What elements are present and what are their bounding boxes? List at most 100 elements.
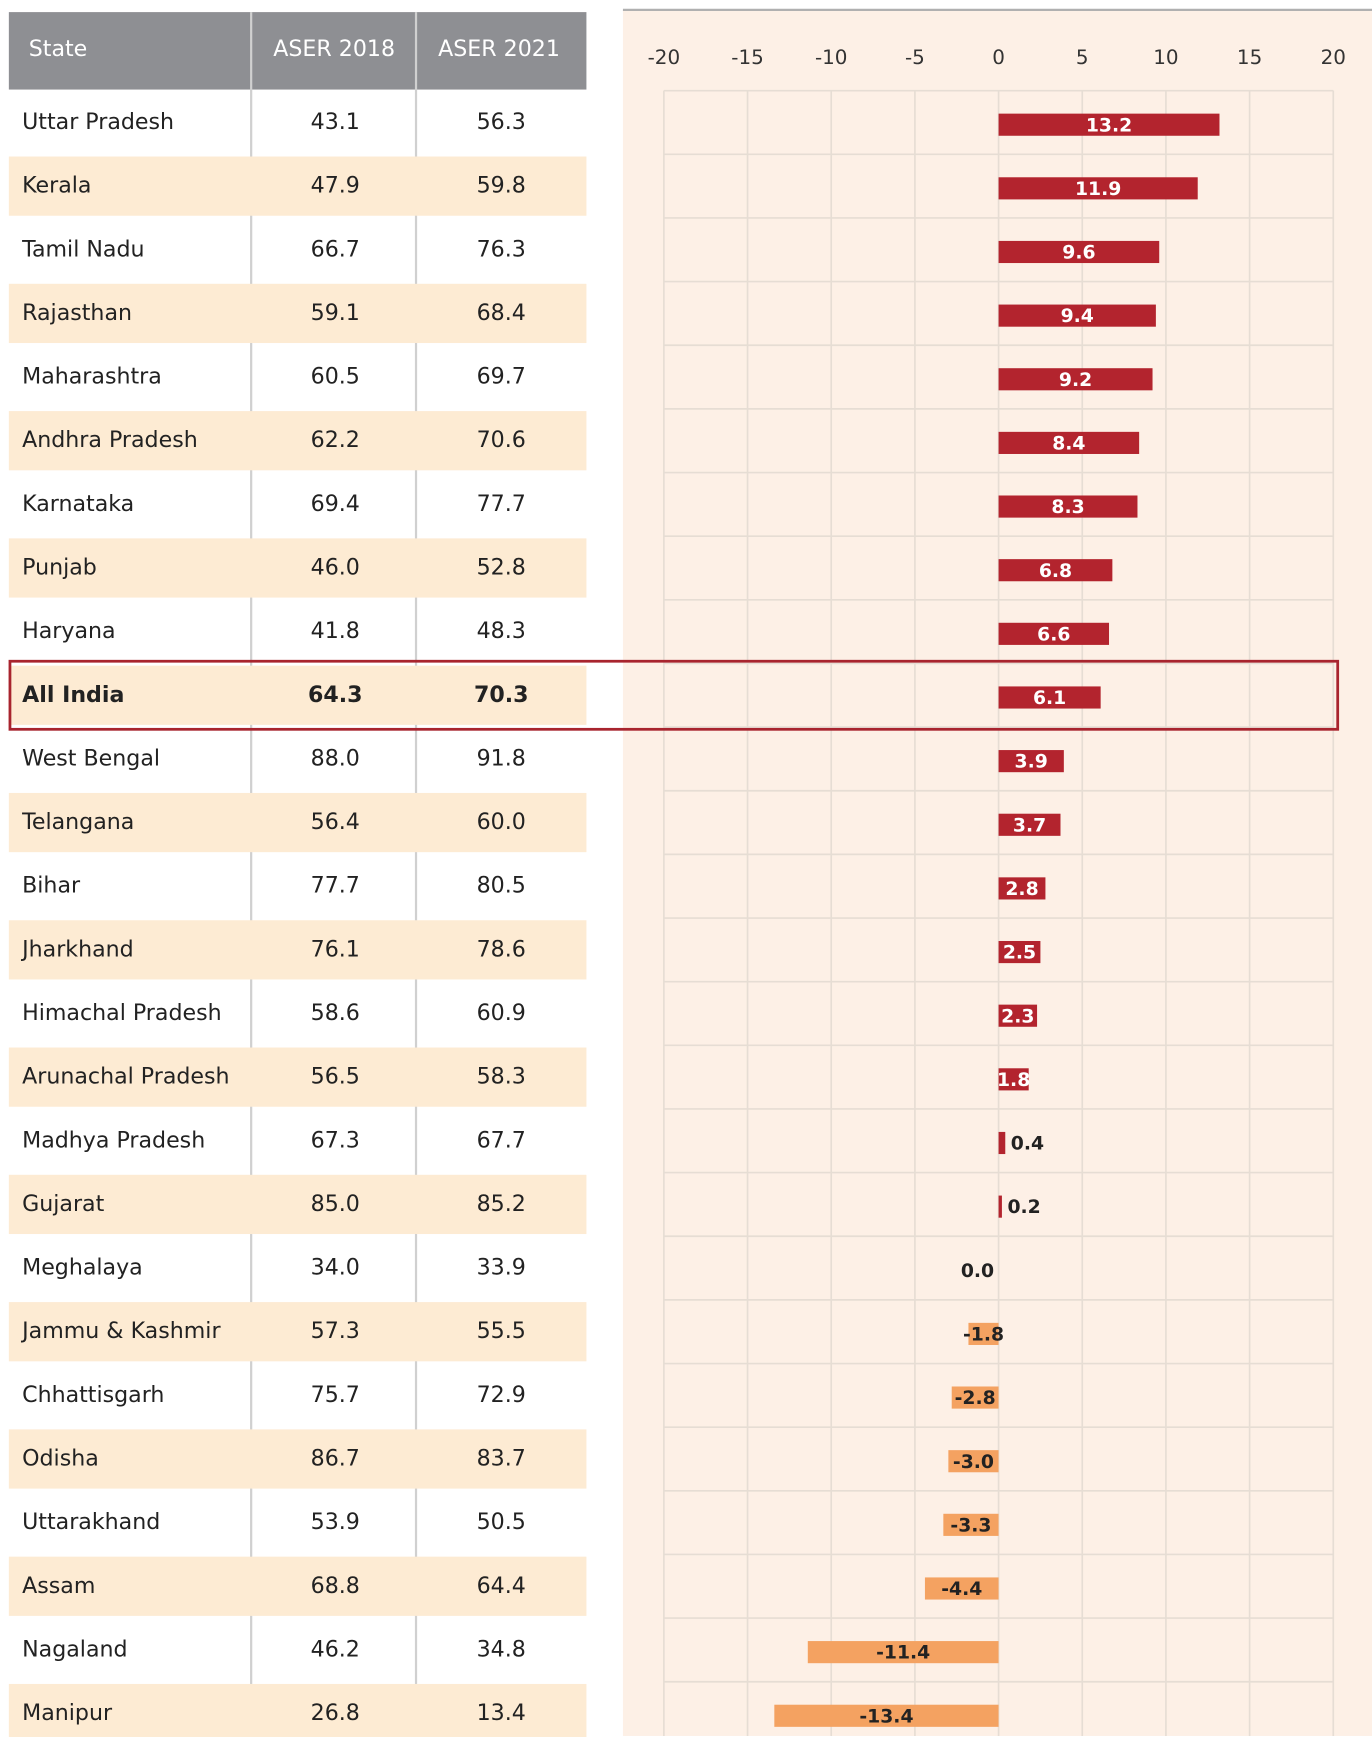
bar — [998, 1004, 1038, 1027]
x-tick-label: 20 — [1321, 46, 1346, 69]
data-label: -1.8 — [963, 1325, 1004, 1346]
row-band — [8, 1047, 587, 1107]
bar — [998, 1195, 1002, 1218]
table-cell: 77.7 — [477, 491, 526, 517]
data-label: 6.8 — [1039, 561, 1072, 582]
table-cell: 76.3 — [477, 236, 526, 262]
table-cell: 58.6 — [311, 1000, 360, 1026]
table-cell: 56.4 — [311, 809, 360, 835]
table-cell: Jharkhand — [20, 936, 134, 962]
table-cell: 60.0 — [477, 809, 526, 835]
table-cell: Punjab — [22, 554, 97, 580]
table-cell: 43.1 — [311, 109, 360, 135]
bars: 13.2 11.9 9.6 9.4 9.2 8.4 8.3 6.8 6.6 6.1 3.9 3.7 2.… — [774, 113, 1220, 1727]
header-cell: ASER 2021 — [438, 36, 560, 62]
table-cell: Assam — [22, 1573, 95, 1599]
row-band — [8, 283, 587, 344]
table-rows — [8, 156, 587, 1737]
x-tick-label: 10 — [1153, 46, 1178, 69]
bar — [807, 1641, 999, 1664]
x-tick-label: 5 — [1076, 46, 1089, 69]
table-cell: 83.7 — [477, 1445, 526, 1471]
table-cell: All India — [22, 682, 124, 708]
bar — [998, 368, 1153, 391]
data-label: 8.3 — [1051, 497, 1084, 518]
table-cell: 60.5 — [311, 364, 360, 390]
table-cell: 48.3 — [477, 618, 526, 644]
table-cell: Nagaland — [22, 1636, 127, 1662]
table-cell: 67.3 — [311, 1127, 360, 1153]
bar — [998, 940, 1041, 964]
row-band — [8, 156, 587, 216]
table-cell: 34.0 — [311, 1255, 360, 1281]
table-cell: 69.7 — [477, 364, 526, 390]
table-cell: 55.5 — [477, 1318, 526, 1344]
x-tick-label: -15 — [731, 46, 764, 69]
table-cell: 77.7 — [311, 873, 360, 899]
bar — [943, 1513, 999, 1536]
row-band — [8, 538, 587, 598]
table-cell: Karnataka — [22, 491, 134, 517]
table-cell: 46.2 — [311, 1636, 360, 1662]
table-cell: 52.8 — [477, 554, 526, 580]
table-cell: 85.0 — [311, 1191, 360, 1217]
table-cell: 58.3 — [477, 1064, 526, 1090]
table-cell: 26.8 — [311, 1700, 360, 1726]
table-cell: 70.6 — [477, 427, 526, 453]
table-cell: Telangana — [21, 809, 134, 835]
data-label: -11.4 — [876, 1643, 930, 1664]
table-cell: 62.2 — [311, 427, 360, 453]
table-cell: Arunachal Pradesh — [22, 1064, 229, 1090]
bar — [998, 813, 1061, 836]
table-cell: 59.8 — [477, 173, 526, 199]
table-cell: 34.8 — [477, 1636, 526, 1662]
table-cell: Odisha — [22, 1445, 99, 1471]
table-cell: 70.3 — [474, 682, 529, 708]
table-cell: Rajasthan — [22, 300, 132, 326]
x-tick-label: -20 — [648, 46, 681, 69]
table-cell: 86.7 — [311, 1445, 360, 1471]
data-label: 0.0 — [961, 1261, 994, 1282]
data-label: 6.1 — [1033, 688, 1066, 709]
table-cell: 66.7 — [311, 236, 360, 262]
data-label: 3.7 — [1013, 815, 1046, 836]
table-cell: 88.0 — [311, 745, 360, 771]
data-label: 8.4 — [1052, 434, 1085, 455]
table-cell: 72.9 — [477, 1382, 526, 1408]
grid — [663, 89, 1335, 1736]
data-label: 13.2 — [1086, 115, 1132, 136]
table-cell: Andhra Pradesh — [22, 427, 198, 453]
data-label: 1.8 — [997, 1070, 1030, 1091]
bar — [998, 304, 1156, 327]
data-label: -3.3 — [950, 1515, 991, 1536]
bar — [774, 1704, 999, 1727]
row-band — [8, 792, 587, 853]
header-cell: ASER 2018 — [273, 36, 395, 62]
data-label: 11.9 — [1075, 179, 1121, 200]
data-label: -3.0 — [953, 1452, 994, 1473]
data-label: 9.2 — [1059, 370, 1092, 391]
x-tick-label: -5 — [905, 46, 925, 69]
data-label: -13.4 — [859, 1706, 913, 1727]
row-band — [8, 920, 587, 980]
data-label: 2.8 — [1005, 879, 1038, 900]
table-cell: Uttar Pradesh — [22, 109, 174, 135]
data-label: 0.2 — [1007, 1197, 1040, 1218]
bar — [998, 1131, 1006, 1155]
table-cell: 46.0 — [311, 554, 360, 580]
data-label: -2.8 — [955, 1388, 996, 1409]
bar — [998, 240, 1160, 264]
table-cell: Madhya Pradesh — [22, 1127, 205, 1153]
table-cell: 67.7 — [477, 1127, 526, 1153]
bar — [998, 877, 1046, 900]
bar — [998, 1068, 1029, 1091]
bar — [998, 113, 1220, 136]
table-cell: Kerala — [22, 173, 91, 199]
table-cell: Maharashtra — [22, 364, 162, 390]
x-tick-label: -10 — [815, 46, 848, 69]
bar — [951, 1386, 999, 1409]
table-cell: 64.3 — [308, 682, 363, 708]
data-label: 9.4 — [1061, 306, 1094, 327]
data-label: 0.4 — [1011, 1134, 1044, 1155]
